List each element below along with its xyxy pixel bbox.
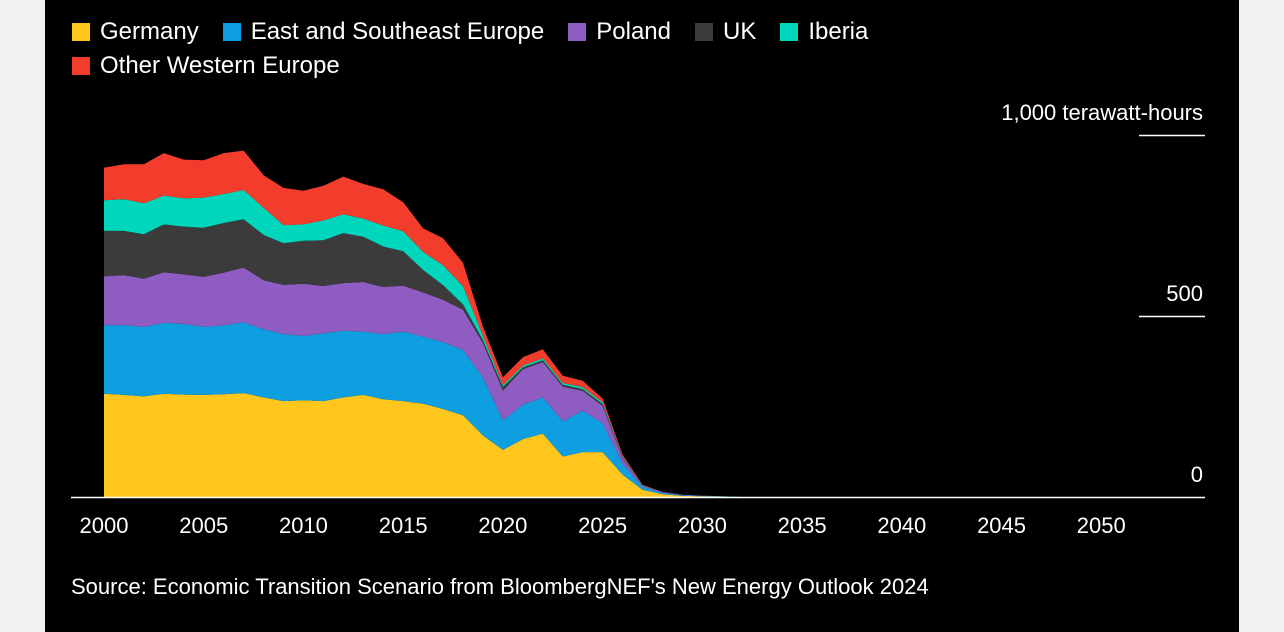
x-tick-label: 2035 (778, 513, 827, 538)
legend-item-poland: Poland (568, 16, 671, 48)
x-tick-label: 2040 (877, 513, 926, 538)
source-note: Source: Economic Transition Scenario fro… (71, 574, 929, 599)
legend: Germany East and Southeast Europe Poland UK… (72, 16, 972, 82)
area-uk (104, 219, 803, 498)
x-tick-label: 2020 (478, 513, 527, 538)
x-tick-label: 2015 (379, 513, 428, 538)
x-tick-label: 2050 (1077, 513, 1126, 538)
legend-swatch (222, 23, 241, 41)
area-iberia (104, 190, 803, 497)
legend-label: East and Southeast Europe (250, 18, 545, 45)
legend-label: Germany (100, 18, 199, 45)
y-tick-label: 1,000 terawatt-hours (1001, 100, 1203, 125)
legend-label: Other Western Europe (100, 52, 340, 79)
x-tick-label: 2045 (977, 513, 1026, 538)
legend-swatch (72, 23, 90, 41)
area-other-western-europe (104, 150, 803, 497)
legend-item-east-and-southeast-europe: East and Southeast Europe (222, 16, 545, 48)
legend-swatch (694, 23, 713, 41)
x-tick-label: 2010 (279, 513, 328, 538)
legend-swatch (72, 57, 90, 75)
chart-plot: 2000 2005 2010 2015 2020 2025 2030 2035 2040 2045… (71, 100, 1205, 538)
x-tick-label: 2025 (578, 513, 627, 538)
legend-item-uk: UK (694, 16, 757, 48)
legend-label: Iberia (808, 18, 869, 45)
x-tick-label: 2000 (80, 513, 129, 538)
x-tick-label: 2005 (179, 513, 228, 538)
legend-item-germany: Germany (72, 16, 199, 48)
legend-item-other-western-europe: Other Western Europe (72, 50, 340, 82)
legend-label: UK (722, 18, 757, 45)
area-poland (104, 267, 803, 497)
area-east-and-southeast-europe (104, 322, 803, 497)
legend-swatch (780, 23, 799, 41)
x-tick-label: 2030 (678, 513, 727, 538)
legend-item-iberia: Iberia (780, 16, 868, 48)
legend-label: Poland (596, 18, 671, 45)
legend-swatch (568, 23, 587, 41)
y-tick-label: 0 (1191, 462, 1203, 487)
area-germany (104, 393, 803, 497)
y-tick-label: 500 (1166, 281, 1203, 306)
chart-frame: Germany East and Southeast Europe Poland UK… (45, 0, 1239, 632)
